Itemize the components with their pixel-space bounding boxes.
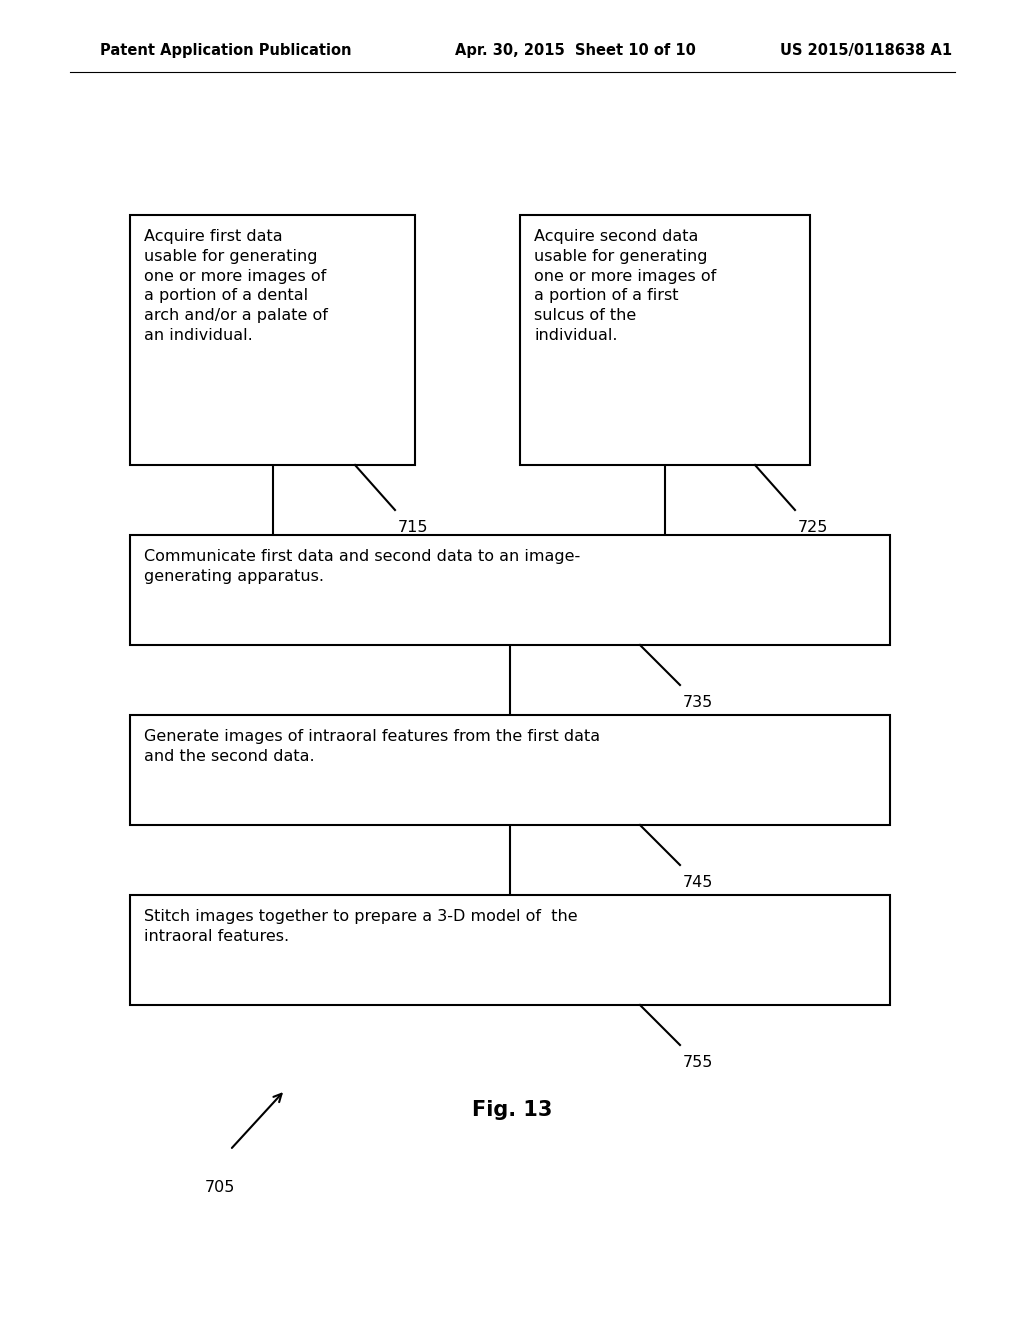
Text: US 2015/0118638 A1: US 2015/0118638 A1 bbox=[780, 42, 952, 58]
Text: Generate images of intraoral features from the first data
and the second data.: Generate images of intraoral features fr… bbox=[144, 729, 600, 764]
Text: Apr. 30, 2015  Sheet 10 of 10: Apr. 30, 2015 Sheet 10 of 10 bbox=[455, 42, 696, 58]
Text: 735: 735 bbox=[683, 696, 714, 710]
Text: Acquire second data
usable for generating
one or more images of
a portion of a f: Acquire second data usable for generatin… bbox=[534, 228, 716, 343]
FancyBboxPatch shape bbox=[130, 535, 890, 645]
Text: Stitch images together to prepare a 3-D model of  the
intraoral features.: Stitch images together to prepare a 3-D … bbox=[144, 909, 578, 944]
FancyBboxPatch shape bbox=[130, 715, 890, 825]
Text: 725: 725 bbox=[798, 520, 828, 535]
Text: Acquire first data
usable for generating
one or more images of
a portion of a de: Acquire first data usable for generating… bbox=[144, 228, 328, 343]
Text: Fig. 13: Fig. 13 bbox=[472, 1100, 552, 1119]
Text: Patent Application Publication: Patent Application Publication bbox=[100, 42, 351, 58]
FancyBboxPatch shape bbox=[130, 215, 415, 465]
FancyBboxPatch shape bbox=[520, 215, 810, 465]
Text: 715: 715 bbox=[398, 520, 428, 535]
Text: Communicate first data and second data to an image-
generating apparatus.: Communicate first data and second data t… bbox=[144, 549, 581, 583]
FancyBboxPatch shape bbox=[130, 895, 890, 1005]
Text: 755: 755 bbox=[683, 1055, 714, 1071]
Text: 745: 745 bbox=[683, 875, 714, 890]
Text: 705: 705 bbox=[205, 1180, 236, 1195]
